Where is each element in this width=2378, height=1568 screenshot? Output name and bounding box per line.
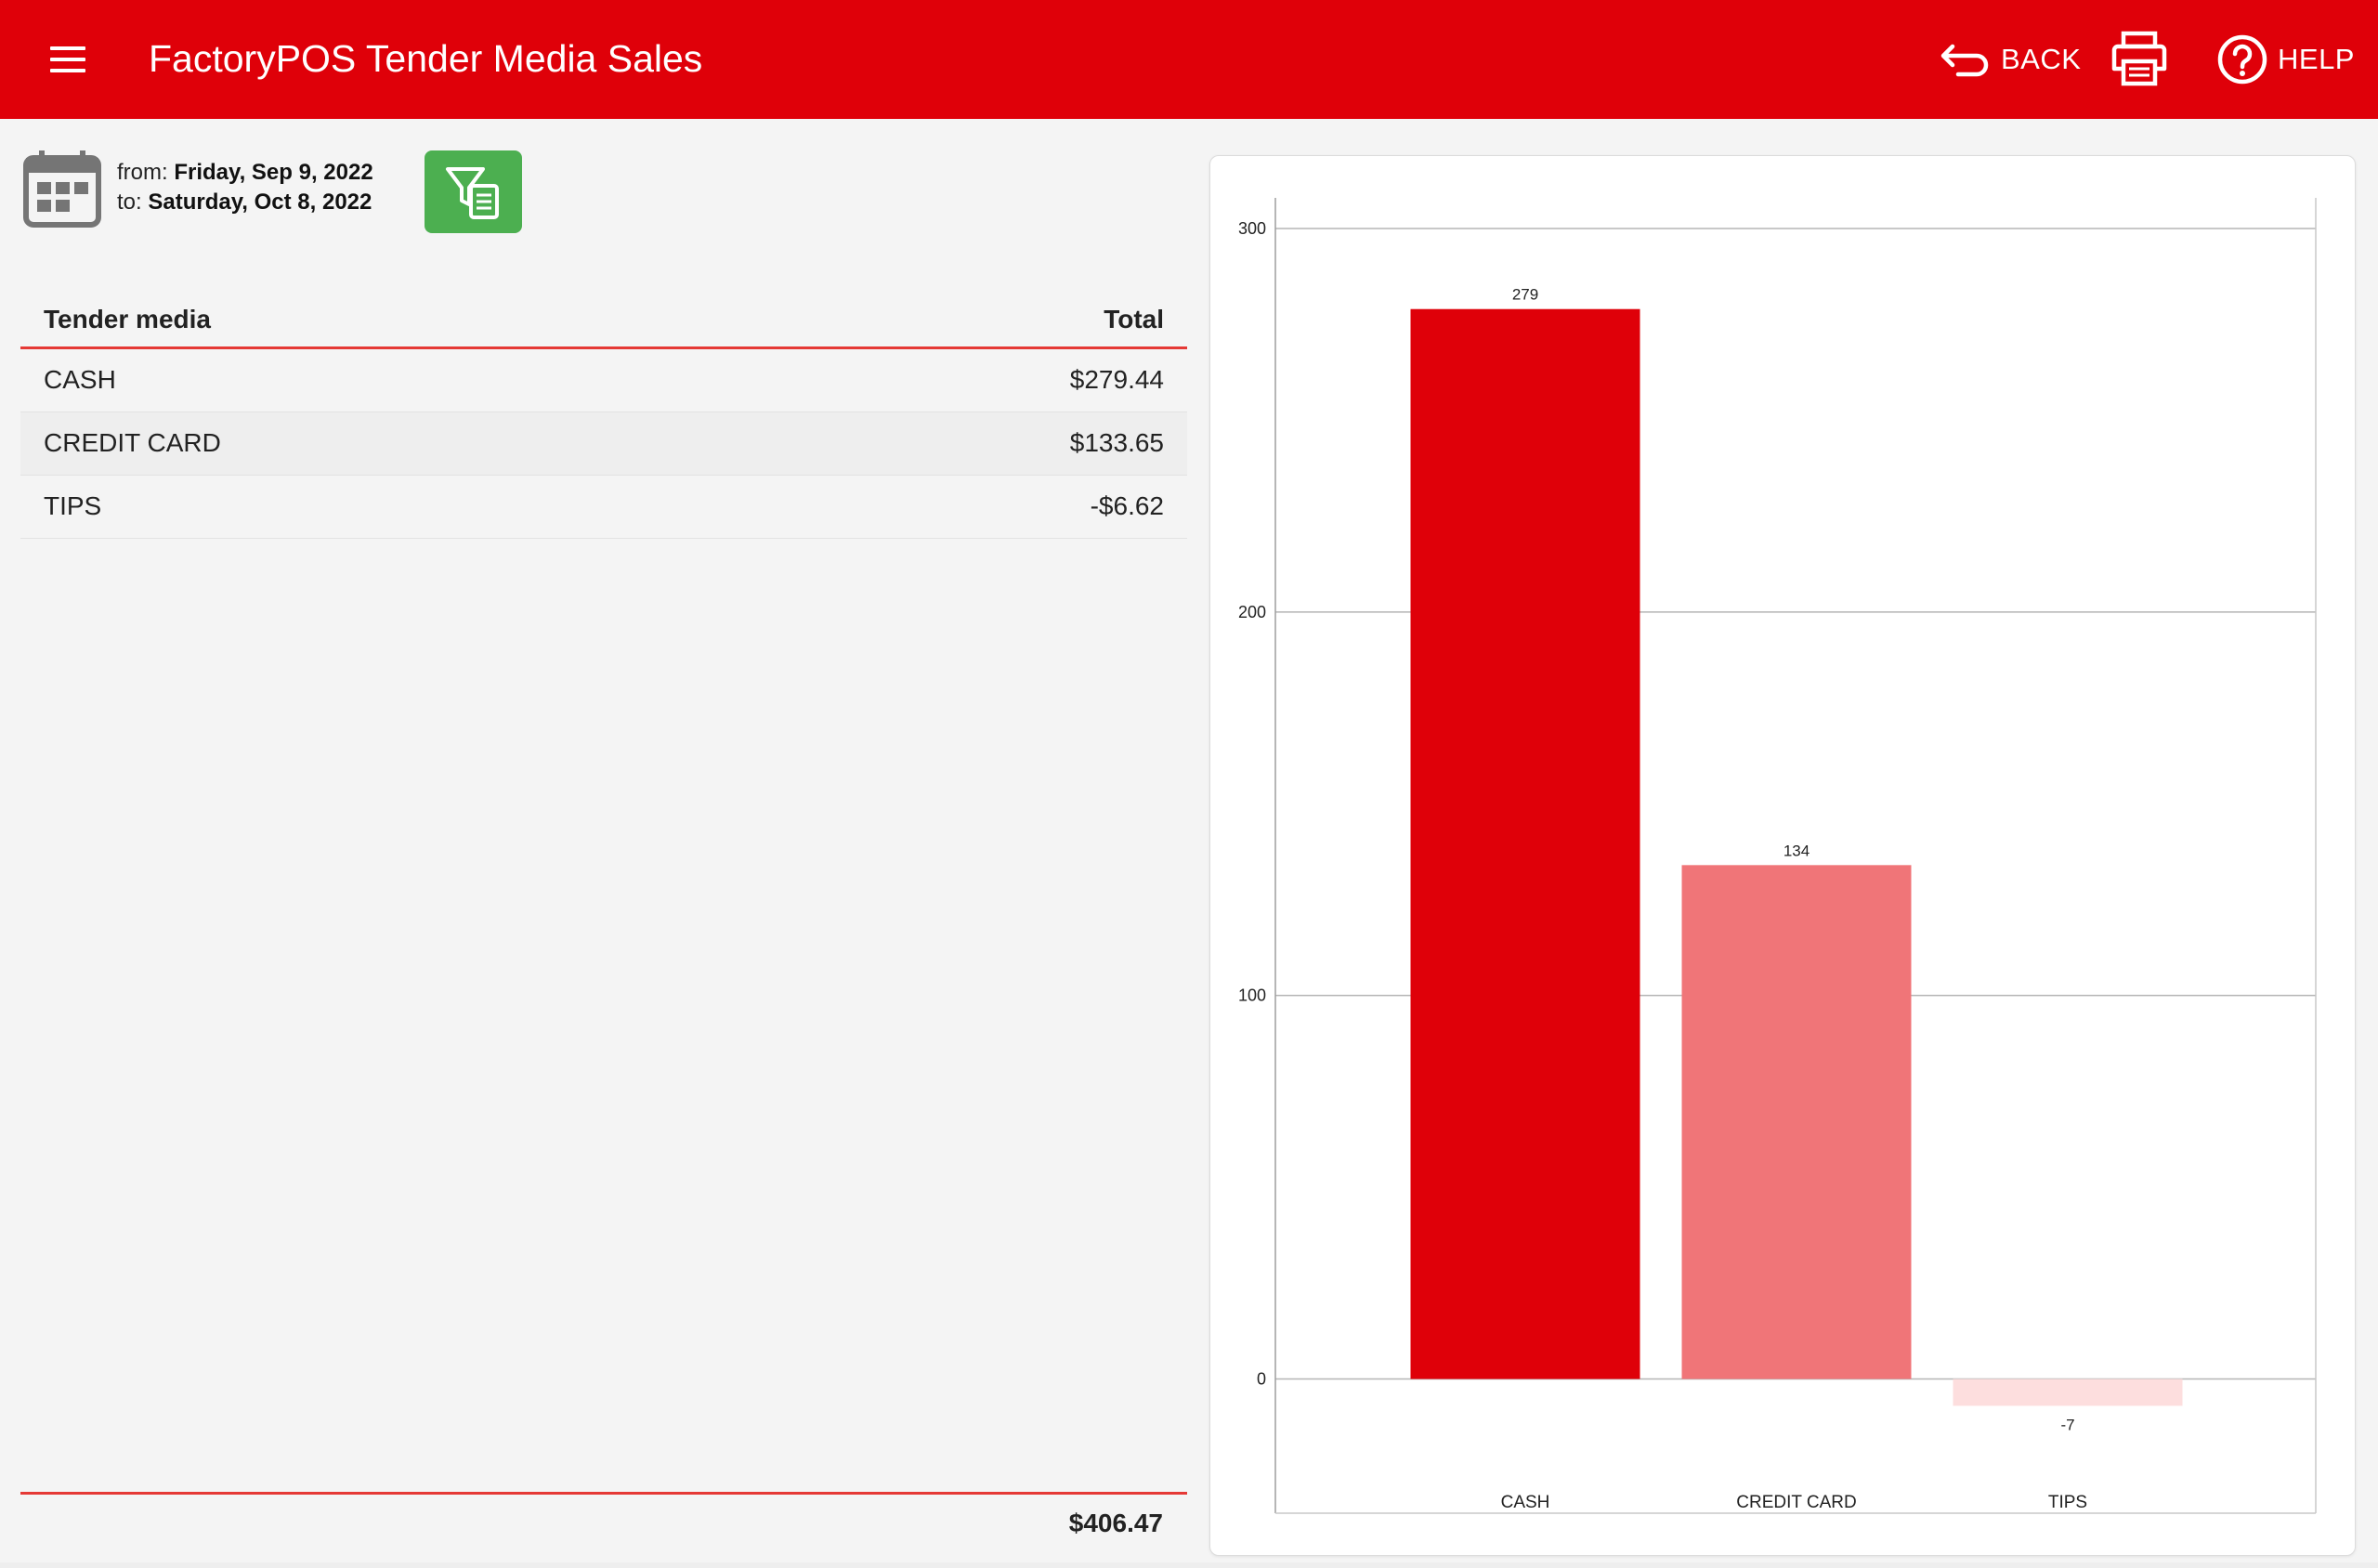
x-tick-label: CREDIT CARD <box>1736 1493 1857 1512</box>
column-header-total: Total <box>1104 305 1164 333</box>
table-row[interactable]: TIPS -$6.62 <box>20 476 1187 539</box>
filter-button[interactable] <box>425 150 522 233</box>
page-title: FactoryPOS Tender Media Sales <box>149 37 703 80</box>
tender-total: $279.44 <box>1069 365 1164 394</box>
menu-icon <box>50 46 85 50</box>
bottom-strip <box>0 1562 2378 1568</box>
date-to: to: Saturday, Oct 8, 2022 <box>117 189 372 215</box>
help-label: HELP <box>2278 43 2355 75</box>
x-tick-label: CASH <box>1501 1493 1550 1512</box>
app-header: FactoryPOS Tender Media Sales BACK HELP <box>0 0 2378 119</box>
back-label: BACK <box>2001 43 2082 75</box>
back-button[interactable]: BACK <box>1940 32 2081 87</box>
total-divider <box>20 1492 1187 1495</box>
data-label: 134 <box>1784 842 1810 859</box>
menu-button[interactable] <box>37 32 97 87</box>
tender-name: TIPS <box>44 491 102 520</box>
tender-name: CREDIT CARD <box>44 428 221 457</box>
column-header-tender: Tender media <box>44 305 211 333</box>
help-circle-icon <box>2217 34 2267 85</box>
help-button[interactable]: HELP <box>2216 32 2355 87</box>
x-tick-label: TIPS <box>2048 1493 2087 1512</box>
y-tick-label: 0 <box>1257 1370 1266 1389</box>
filter-report-icon <box>446 167 499 219</box>
date-range: from: Friday, Sep 9, 2022 to: Saturday, … <box>117 158 373 217</box>
tender-total: $133.65 <box>1069 428 1164 457</box>
date-from: from: Friday, Sep 9, 2022 <box>117 160 373 185</box>
y-tick-label: 300 <box>1238 219 1266 238</box>
bar-tips <box>1953 1379 2183 1406</box>
print-button[interactable] <box>2109 28 2170 89</box>
back-arrow-icon <box>1940 44 1989 77</box>
table-row[interactable]: CREDIT CARD $133.65 <box>20 412 1187 476</box>
data-label: -7 <box>2060 1416 2074 1433</box>
printer-icon <box>2111 31 2167 86</box>
data-label: 279 <box>1512 286 1538 304</box>
table-header: Tender media Total <box>20 294 1187 349</box>
tender-name: CASH <box>44 365 116 394</box>
y-tick-label: 200 <box>1238 603 1266 621</box>
bar-chart: 0 100 200 300 279 CASH 134 CREDIT CARD -7 TIPS <box>1238 198 2317 1514</box>
calendar-icon[interactable] <box>22 149 102 229</box>
tender-total: -$6.62 <box>1090 491 1164 520</box>
y-tick-label: 100 <box>1238 987 1266 1005</box>
tender-media-table: Tender media Total CASH $279.44 CREDIT C… <box>20 294 1187 539</box>
table-row[interactable]: CASH $279.44 <box>20 349 1187 412</box>
grand-total: $406.47 <box>1068 1509 1163 1537</box>
bar-credit-card <box>1681 865 1912 1379</box>
chart-card: 0 100 200 300 279 CASH 134 CREDIT CARD -7 TIPS <box>1209 155 2356 1556</box>
bar-cash <box>1410 308 1640 1379</box>
